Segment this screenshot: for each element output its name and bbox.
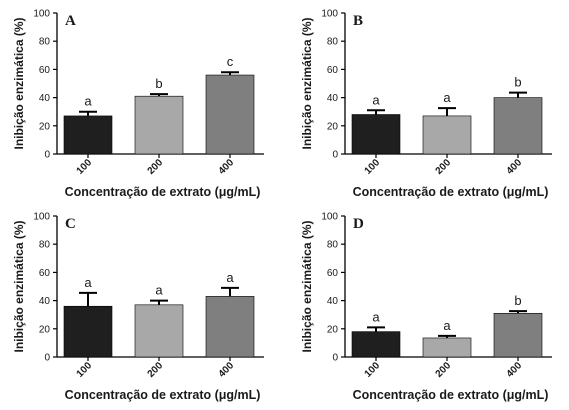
y-tick-label: 60 bbox=[327, 268, 339, 279]
y-tick-label: 60 bbox=[327, 65, 339, 76]
y-tick-label: 80 bbox=[39, 240, 51, 251]
y-tick-label: 100 bbox=[33, 212, 50, 223]
x-tick-label: 100 bbox=[363, 157, 383, 177]
significance-letter: a bbox=[84, 275, 92, 290]
significance-letter: b bbox=[514, 293, 521, 308]
y-tick-label: 80 bbox=[327, 240, 339, 251]
panel-letter: A bbox=[65, 13, 76, 29]
significance-letter: a bbox=[84, 94, 92, 109]
y-axis-title: Inibição enzimática (%) bbox=[12, 220, 26, 352]
bar-100 bbox=[351, 114, 401, 155]
bar-100 bbox=[63, 115, 113, 155]
y-tick-label: 100 bbox=[321, 212, 338, 223]
y-axis-title: Inibição enzimática (%) bbox=[12, 17, 26, 149]
x-tick-label: 400 bbox=[217, 157, 237, 177]
bar-400 bbox=[205, 74, 255, 155]
y-tick-label: 60 bbox=[39, 268, 51, 279]
bar-400 bbox=[493, 312, 543, 358]
chart-panel-c: 0 20 40 60 80 100 Inibição enzimática (%) Ca 100… bbox=[12, 212, 264, 402]
y-tick-label: 100 bbox=[321, 9, 338, 20]
bar-200 bbox=[422, 337, 472, 358]
significance-letter: c bbox=[227, 54, 234, 69]
significance-letter: a bbox=[226, 270, 234, 285]
y-tick-label: 80 bbox=[39, 37, 51, 48]
y-axis-title: Inibição enzimática (%) bbox=[300, 220, 314, 352]
significance-letter: a bbox=[155, 283, 163, 298]
y-tick-label: 40 bbox=[39, 296, 51, 307]
x-axis-title: Concentração de extrato (μg/mL) bbox=[353, 388, 549, 402]
y-tick-label: 40 bbox=[327, 296, 339, 307]
x-tick-label: 100 bbox=[75, 157, 95, 177]
bar-200 bbox=[134, 95, 184, 155]
x-tick-label: 200 bbox=[434, 157, 454, 177]
x-tick-label: 400 bbox=[505, 157, 525, 177]
y-tick-label: 80 bbox=[327, 37, 339, 48]
x-tick-label: 100 bbox=[75, 360, 95, 380]
y-tick-label: 60 bbox=[39, 65, 51, 76]
y-tick-label: 0 bbox=[332, 150, 338, 161]
chart-panel-a: 0 20 40 60 80 100 Inibição enzimática (%) Aa 100… bbox=[12, 9, 264, 199]
y-axis-title: Inibição enzimática (%) bbox=[300, 17, 314, 149]
bar-100 bbox=[351, 331, 401, 358]
significance-letter: b bbox=[155, 76, 162, 91]
chart-panel-d: 0 20 40 60 80 100 Inibição enzimática (%) Da 100… bbox=[300, 212, 552, 402]
bar-100 bbox=[63, 305, 113, 358]
bar-400 bbox=[493, 97, 543, 155]
y-tick-label: 0 bbox=[332, 353, 338, 364]
x-tick-label: 400 bbox=[505, 360, 525, 380]
significance-letter: a bbox=[443, 90, 451, 105]
y-tick-label: 40 bbox=[327, 93, 339, 104]
x-tick-label: 200 bbox=[146, 157, 166, 177]
x-axis-title: Concentração de extrato (μg/mL) bbox=[65, 185, 261, 199]
x-tick-label: 200 bbox=[434, 360, 454, 380]
x-tick-label: 400 bbox=[217, 360, 237, 380]
bar-200 bbox=[134, 304, 184, 358]
x-tick-label: 100 bbox=[363, 360, 383, 380]
y-tick-label: 20 bbox=[39, 121, 51, 132]
x-axis-title: Concentração de extrato (μg/mL) bbox=[65, 388, 261, 402]
x-tick-label: 200 bbox=[146, 360, 166, 380]
y-tick-label: 20 bbox=[327, 324, 339, 335]
panel-letter: C bbox=[65, 216, 76, 232]
significance-letter: a bbox=[443, 318, 451, 333]
y-tick-label: 40 bbox=[39, 93, 51, 104]
bar-200 bbox=[422, 115, 472, 155]
chart-panel-b: 0 20 40 60 80 100 Inibição enzimática (%) Ba 100… bbox=[300, 9, 552, 199]
y-tick-label: 100 bbox=[33, 9, 50, 20]
x-axis-title: Concentração de extrato (μg/mL) bbox=[353, 185, 549, 199]
significance-letter: a bbox=[372, 309, 380, 324]
y-tick-label: 0 bbox=[44, 353, 50, 364]
y-tick-label: 20 bbox=[327, 121, 339, 132]
significance-letter: a bbox=[372, 92, 380, 107]
y-tick-label: 20 bbox=[39, 324, 51, 335]
y-tick-label: 0 bbox=[44, 150, 50, 161]
significance-letter: b bbox=[514, 75, 521, 90]
panel-letter: B bbox=[353, 13, 363, 29]
bar-400 bbox=[205, 296, 255, 358]
panel-letter: D bbox=[353, 216, 364, 232]
